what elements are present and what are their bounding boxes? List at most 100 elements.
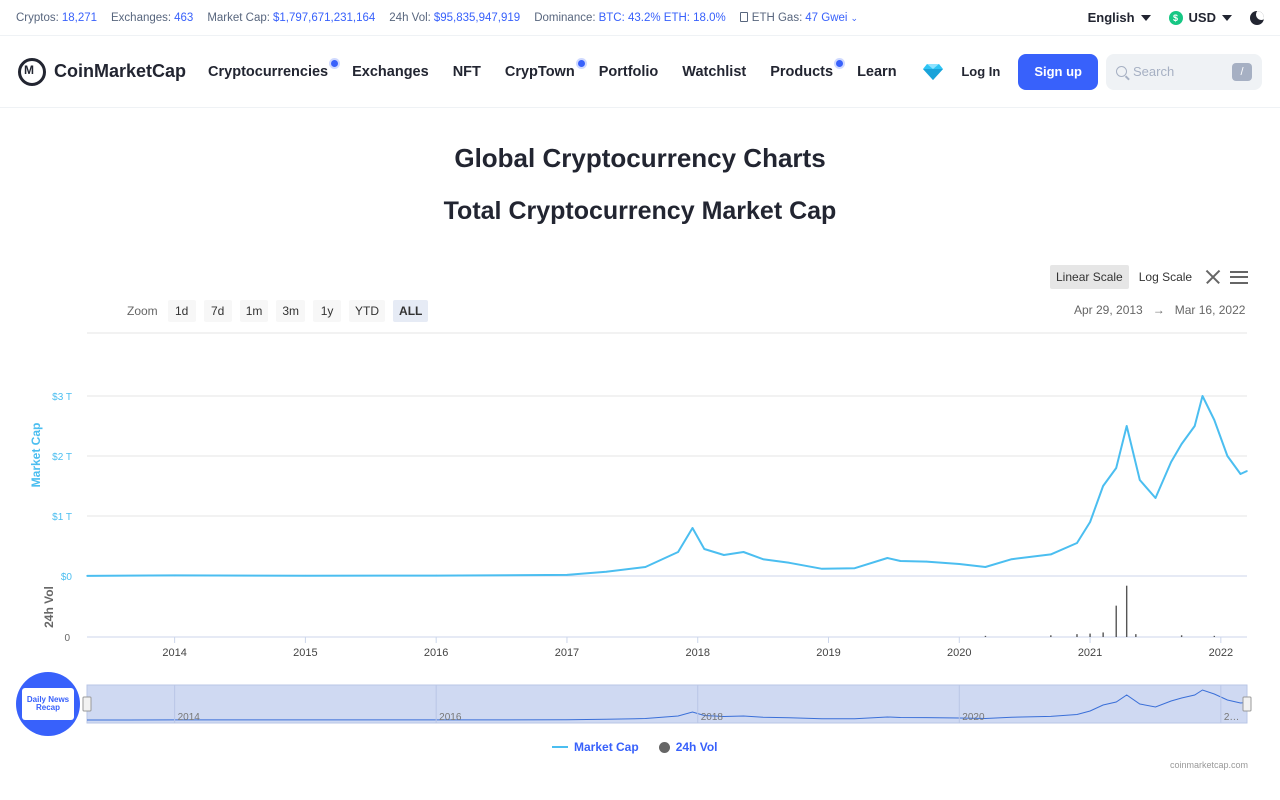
main-nav: CoinMarketCap Cryptocurrencies Exchanges… — [0, 36, 1280, 108]
volume-bar — [1102, 632, 1104, 637]
slash-shortcut-badge: / — [1232, 62, 1252, 81]
volume-bar — [984, 635, 987, 637]
hamburger-menu-icon — [1230, 270, 1249, 284]
navigator-left-handle[interactable] — [82, 696, 92, 712]
brand-name: CoinMarketCap — [54, 61, 187, 81]
search-input[interactable] — [1133, 64, 1223, 79]
market-cap-point — [677, 551, 679, 553]
range-from[interactable]: Apr 29, 2013 — [1074, 303, 1143, 317]
market-cap-point — [1180, 443, 1183, 445]
x-tick-label: 2022 — [1209, 647, 1233, 659]
market-cap-chart[interactable]: $0 $1 T $2 T $3 T Market Cap 24h Vol 0 2014 2015… — [0, 330, 1280, 740]
x-tick-label: 2014 — [162, 647, 186, 659]
market-cap-point — [886, 557, 889, 559]
stat-label: Exchanges: — [111, 11, 172, 24]
market-cap-point — [1170, 461, 1172, 463]
zoom-label: Zoom — [127, 304, 158, 318]
market-cap-point — [723, 554, 725, 556]
nav-nft[interactable]: NFT — [452, 63, 481, 80]
range-to[interactable]: Mar 16, 2022 — [1174, 303, 1246, 317]
x-tick-label: 2019 — [816, 647, 840, 659]
linear-scale-button[interactable]: Linear Scale — [1050, 265, 1129, 289]
zoom-1m-button[interactable]: 1m — [239, 300, 269, 322]
new-dot-icon — [836, 59, 844, 67]
zoom-ytd-button[interactable]: YTD — [349, 300, 386, 322]
navigator-tick-label: 2018 — [701, 712, 724, 723]
exchanges-link[interactable]: 463 — [174, 11, 194, 24]
brand-logo[interactable]: CoinMarketCap — [18, 57, 187, 86]
market-cap-point — [644, 566, 647, 568]
stat-label: Cryptos: — [16, 11, 59, 24]
nav-learn[interactable]: Learn — [857, 63, 897, 80]
gas-pump-icon — [739, 11, 748, 22]
stat-marketcap: Market Cap: $1,797,671,231,164 — [207, 12, 375, 24]
y2-tick-label: 0 — [64, 633, 70, 644]
coinmarketcap-logo-icon — [18, 57, 46, 86]
legend-market-cap[interactable]: Market Cap — [552, 740, 639, 754]
stat-label: ETH Gas: — [751, 11, 803, 24]
stat-gas[interactable]: ETH Gas: 47 Gwei ⌄ — [739, 11, 858, 24]
chart-menu-button[interactable] — [1228, 265, 1250, 289]
nav-portfolio[interactable]: Portfolio — [598, 63, 659, 80]
fullscreen-icon — [1206, 270, 1220, 284]
language-selector[interactable]: English — [1088, 10, 1151, 25]
marketcap-link[interactable]: $1,797,671,231,164 — [272, 11, 376, 24]
currency-selector[interactable]: $ USD — [1168, 10, 1232, 25]
market-cap-point — [742, 551, 745, 553]
market-cap-point — [1193, 425, 1196, 427]
nav-products[interactable]: Products — [770, 59, 844, 80]
volume-bar — [1115, 605, 1117, 637]
zoom-7d-button[interactable]: 7d — [203, 300, 232, 322]
navigator-right-handle[interactable] — [1242, 696, 1252, 712]
nav-cryptocurrencies[interactable]: Cryptocurrencies — [208, 59, 339, 80]
chart-credit[interactable]: coinmarketcap.com — [1170, 760, 1249, 770]
navigator-series-line — [86, 689, 1248, 721]
legend-line-icon — [552, 746, 568, 748]
volume-link[interactable]: $95,835,947,919 — [433, 11, 521, 24]
market-cap-point — [1154, 497, 1157, 499]
market-cap-point — [984, 566, 987, 568]
log-scale-button[interactable]: Log Scale — [1138, 270, 1193, 284]
x-tick-label: 2021 — [1078, 647, 1102, 659]
fullscreen-button[interactable] — [1202, 265, 1224, 289]
market-cap-point — [703, 548, 706, 550]
market-cap-point — [304, 574, 307, 577]
market-cap-point — [1125, 425, 1128, 427]
volume-bar — [1135, 634, 1137, 637]
new-dot-icon — [577, 59, 585, 67]
market-cap-point — [1010, 558, 1013, 560]
market-cap-point — [1050, 553, 1052, 556]
volume-bar — [1050, 635, 1052, 637]
market-cap-point — [605, 571, 607, 573]
signup-button[interactable]: Sign up — [1018, 53, 1098, 90]
dark-mode-toggle-icon[interactable] — [1250, 10, 1264, 25]
y-tick-label: $0 — [61, 572, 73, 583]
market-cap-point — [173, 574, 176, 577]
new-dot-icon — [331, 59, 339, 67]
diamond-icon[interactable] — [923, 63, 944, 80]
search-box[interactable]: / — [1106, 53, 1262, 90]
stat-label: 24h Vol: — [389, 11, 431, 24]
market-cap-point — [1239, 473, 1242, 475]
legend-24h-vol[interactable]: 24h Vol — [658, 740, 717, 754]
zoom-1d-button[interactable]: 1d — [167, 300, 196, 322]
volume-bar — [1180, 635, 1183, 637]
x-tick-label: 2020 — [947, 647, 971, 659]
scale-toggle: Linear Scale Log Scale — [1050, 265, 1250, 289]
caret-down-icon — [1222, 14, 1232, 21]
zoom-all-button[interactable]: ALL — [393, 300, 429, 322]
legend-dot-icon — [658, 741, 670, 753]
market-cap-point — [1102, 485, 1104, 487]
zoom-3m-button[interactable]: 3m — [276, 300, 306, 322]
dominance-link[interactable]: BTC: 43.2% ETH: 18.0% — [598, 11, 726, 24]
nav-watchlist[interactable]: Watchlist — [682, 63, 747, 80]
cryptos-link[interactable]: 18,271 — [61, 11, 98, 24]
x-tick-label: 2017 — [555, 647, 579, 659]
zoom-1y-button[interactable]: 1y — [313, 300, 342, 322]
nav-exchanges[interactable]: Exchanges — [352, 63, 429, 80]
login-button[interactable]: Log In — [961, 64, 1001, 79]
nav-cryptown[interactable]: CrypTown — [505, 59, 585, 80]
chevron-down-icon: ⌄ — [850, 12, 858, 23]
search-icon — [1116, 66, 1127, 77]
daily-news-recap-badge[interactable]: Daily News Recap — [16, 672, 80, 736]
